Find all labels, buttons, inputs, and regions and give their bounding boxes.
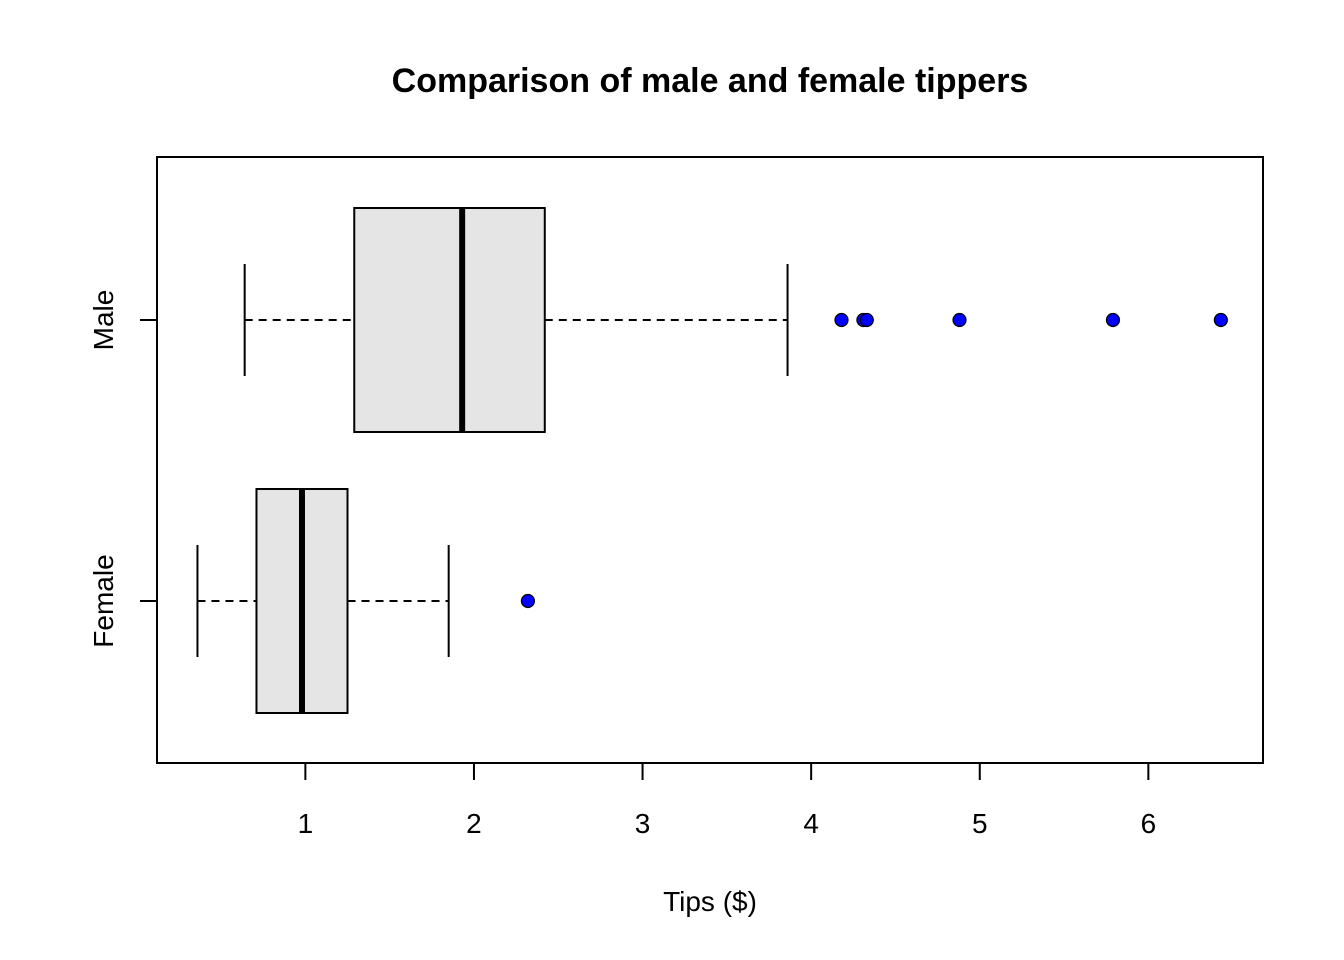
box-male — [243, 207, 1228, 433]
x-tick-label-3: 3 — [635, 808, 651, 839]
x-tick-label-5: 5 — [972, 808, 988, 839]
x-tick-label-2: 2 — [466, 808, 482, 839]
y-axis: Female Male — [88, 290, 158, 648]
x-tick-label-6: 6 — [1141, 808, 1157, 839]
outlier-male-1 — [834, 312, 849, 328]
chart-title: Comparison of male and female tippers — [392, 62, 1029, 100]
x-axis-label: Tips ($) — [663, 886, 757, 917]
outlier-male-3 — [859, 312, 874, 328]
y-tick-label-male: Male — [88, 290, 119, 351]
y-tick-label-female: Female — [88, 554, 119, 647]
x-tick-label-4: 4 — [803, 808, 819, 839]
outlier-female-1 — [520, 593, 536, 609]
box-female — [196, 488, 536, 714]
boxes — [196, 207, 1228, 714]
iqr-box-male — [353, 207, 546, 433]
x-axis: 1 2 3 4 5 6 — [298, 762, 1157, 839]
outlier-male-4 — [952, 312, 967, 328]
outlier-male-6 — [1213, 312, 1228, 328]
x-tick-label-1: 1 — [298, 808, 314, 839]
outlier-male-5 — [1105, 312, 1121, 328]
